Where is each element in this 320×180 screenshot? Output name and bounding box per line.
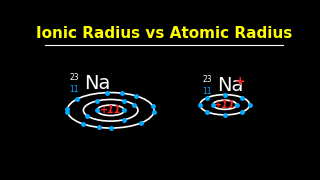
Text: Na: Na <box>84 74 110 93</box>
Text: 23: 23 <box>202 75 212 84</box>
Text: Ionic Radius vs Atomic Radius: Ionic Radius vs Atomic Radius <box>36 26 292 41</box>
Text: +11: +11 <box>100 105 122 115</box>
Text: +: + <box>234 75 245 88</box>
Text: 23: 23 <box>69 73 79 82</box>
Text: 11: 11 <box>69 85 79 94</box>
Text: 11: 11 <box>202 87 212 96</box>
Text: +11: +11 <box>214 100 236 110</box>
Text: Na: Na <box>217 76 243 95</box>
